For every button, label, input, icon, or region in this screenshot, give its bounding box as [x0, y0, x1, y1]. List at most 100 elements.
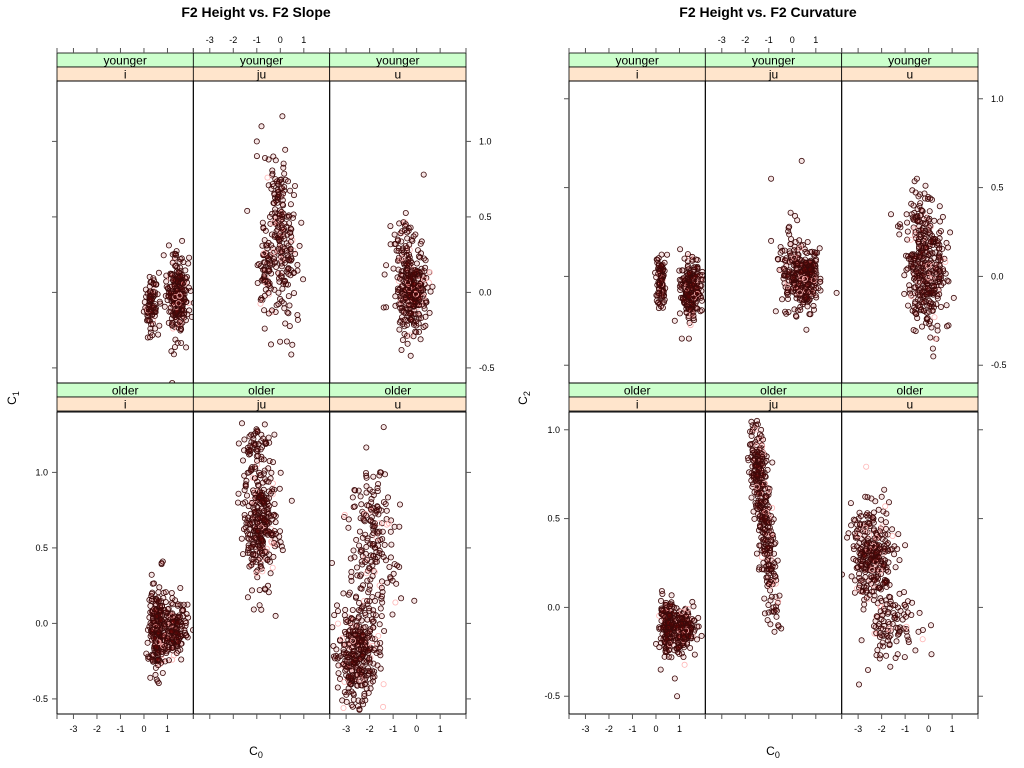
data-point: [290, 290, 297, 297]
x-axis-label: C0: [766, 744, 780, 760]
data-point: [268, 210, 275, 217]
data-point: [396, 326, 403, 333]
data-point: [370, 530, 377, 537]
data-point: [934, 238, 941, 245]
data-point: [791, 306, 798, 313]
data-point: [861, 601, 868, 608]
data-point: [346, 589, 353, 596]
data-point: [685, 335, 692, 342]
y-axis-label: C2: [516, 391, 532, 405]
data-point: [174, 307, 181, 314]
strip-vowel-label: u: [394, 68, 401, 82]
data-point: [269, 459, 276, 466]
data-point: [754, 417, 761, 424]
data-point: [886, 642, 893, 649]
data-point: [896, 231, 903, 238]
data-point: [235, 440, 242, 447]
data-point: [357, 670, 364, 677]
data-point: [853, 565, 860, 572]
data-point: [154, 291, 161, 298]
data-point: [261, 548, 268, 555]
data-point: [912, 274, 919, 281]
data-point: [169, 610, 176, 617]
data-point: [786, 248, 793, 255]
data-point: [936, 229, 943, 236]
data-point: [817, 278, 824, 285]
data-point: [250, 556, 257, 563]
data-point: [794, 217, 801, 224]
data-point: [259, 219, 266, 226]
data-point: [373, 558, 380, 565]
data-point: [398, 595, 405, 602]
data-point: [660, 608, 667, 615]
data-point: [697, 308, 704, 315]
data-point: [161, 303, 168, 310]
data-point: [380, 304, 387, 311]
data-point: [348, 577, 355, 584]
y-tick-label: 1.0: [991, 94, 1004, 104]
data-point: [914, 261, 921, 268]
data-point: [915, 628, 922, 635]
data-point: [155, 656, 162, 663]
y-tick-label: 1.0: [547, 425, 560, 435]
data-point: [913, 268, 920, 275]
data-point: [764, 557, 771, 564]
data-point: [950, 294, 957, 301]
data-point: [684, 264, 691, 271]
data-point: [890, 602, 897, 609]
data-point: [368, 552, 375, 559]
strip-age-label: younger: [752, 54, 795, 68]
data-point: [363, 483, 370, 490]
data-point: [334, 684, 341, 691]
data-point: [878, 597, 885, 604]
data-point: [810, 288, 817, 295]
strip-age-label: younger: [240, 54, 283, 68]
data-point: [268, 469, 275, 476]
x-tick-label: -1: [765, 35, 773, 45]
data-point: [779, 296, 786, 303]
data-point: [264, 254, 271, 261]
data-point: [362, 469, 369, 476]
data-point: [881, 486, 888, 493]
data-point: [281, 170, 288, 177]
data-point: [258, 453, 265, 460]
data-point: [426, 309, 433, 316]
data-point: [241, 436, 248, 443]
data-point: [936, 203, 943, 210]
data-point: [257, 515, 264, 522]
data-point: [901, 601, 908, 608]
data-point: [869, 588, 876, 595]
data-point: [360, 624, 367, 631]
data-point: [359, 631, 366, 638]
data-point: [168, 628, 175, 635]
data-point: [367, 576, 374, 583]
data-point: [400, 309, 407, 316]
data-point: [870, 509, 877, 516]
data-point: [376, 520, 383, 527]
x-axis-label: C0: [249, 744, 263, 760]
data-point: [797, 306, 804, 313]
data-point: [329, 560, 335, 566]
data-point: [162, 637, 169, 644]
data-point: [177, 327, 184, 334]
data-point: [262, 438, 269, 445]
chart-title: F2 Height vs. F2 Curvature: [679, 4, 857, 20]
data-point: [384, 579, 391, 586]
data-point: [285, 212, 292, 219]
data-point: [387, 241, 394, 248]
data-point: [269, 181, 276, 188]
data-point: [880, 562, 887, 569]
data-point: [910, 326, 917, 333]
data-point: [157, 300, 164, 307]
data-point: [238, 420, 245, 427]
data-point: [748, 418, 755, 425]
data-point: [659, 591, 666, 598]
data-point: [807, 311, 814, 318]
data-point: [363, 474, 370, 481]
data-point: [264, 557, 271, 564]
data-point: [171, 344, 178, 351]
y-tick-label: 0.0: [991, 271, 1004, 281]
data-point: [773, 613, 780, 620]
data-point: [284, 231, 291, 238]
data-point: [663, 599, 670, 606]
